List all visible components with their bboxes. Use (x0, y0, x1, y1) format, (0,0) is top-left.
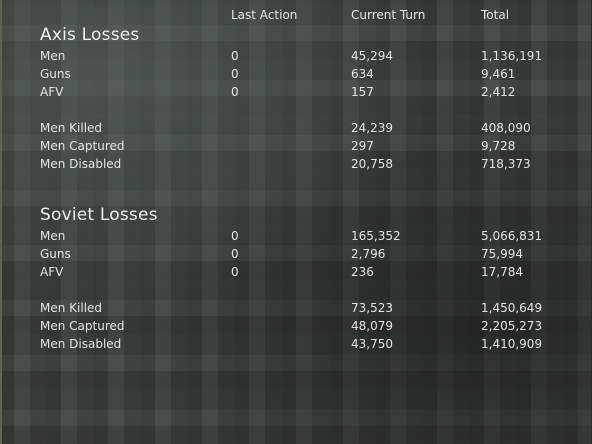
total-value: 75,994 (481, 247, 523, 261)
column-header-total: Total (481, 8, 510, 22)
soviet-row-men-disabled: Men Disabled 43,750 1,410,909 (0, 335, 592, 353)
last-action-value: 0 (231, 67, 239, 81)
axis-row-afv: AFV 0 157 2,412 (0, 83, 592, 101)
row-label: AFV (40, 85, 64, 99)
total-value: 9,728 (481, 139, 516, 153)
total-value: 1,410,909 (481, 337, 543, 351)
soviet-row-men: Men 0 165,352 5,066,831 (0, 227, 592, 245)
total-value: 2,205,273 (481, 319, 543, 333)
current-turn-value: 157 (351, 85, 374, 99)
current-turn-value: 2,796 (351, 247, 386, 261)
current-turn-value: 297 (351, 139, 374, 153)
current-turn-value: 24,239 (351, 121, 393, 135)
total-value: 9,461 (481, 67, 516, 81)
total-value: 17,784 (481, 265, 523, 279)
column-header-last-action: Last Action (231, 8, 298, 22)
row-label: Men Disabled (40, 157, 122, 171)
row-label: Men Disabled (40, 337, 122, 351)
current-turn-value: 48,079 (351, 319, 393, 333)
soviet-row-guns: Guns 0 2,796 75,994 (0, 245, 592, 263)
total-value: 718,373 (481, 157, 531, 171)
total-value: 408,090 (481, 121, 531, 135)
soviet-row-men-captured: Men Captured 48,079 2,205,273 (0, 317, 592, 335)
axis-row-men: Men 0 45,294 1,136,191 (0, 47, 592, 65)
row-label: Men Captured (40, 139, 125, 153)
axis-row-men-disabled: Men Disabled 20,758 718,373 (0, 155, 592, 173)
soviet-row-afv: AFV 0 236 17,784 (0, 263, 592, 281)
row-label: Guns (40, 67, 71, 81)
current-turn-value: 165,352 (351, 229, 401, 243)
row-label: Men Killed (40, 121, 103, 135)
row-label: Men (40, 49, 66, 63)
axis-row-guns: Guns 0 634 9,461 (0, 65, 592, 83)
current-turn-value: 45,294 (351, 49, 393, 63)
row-label: Men Captured (40, 319, 125, 333)
soviet-losses-title: Soviet Losses (40, 205, 158, 225)
column-header-current-turn: Current Turn (351, 8, 426, 22)
current-turn-value: 236 (351, 265, 374, 279)
current-turn-value: 20,758 (351, 157, 393, 171)
soviet-row-men-killed: Men Killed 73,523 1,450,649 (0, 299, 592, 317)
last-action-value: 0 (231, 49, 239, 63)
row-label: Men Killed (40, 301, 103, 315)
total-value: 1,136,191 (481, 49, 543, 63)
current-turn-value: 634 (351, 67, 374, 81)
total-value: 5,066,831 (481, 229, 543, 243)
last-action-value: 0 (231, 265, 239, 279)
row-label: AFV (40, 265, 64, 279)
last-action-value: 0 (231, 247, 239, 261)
last-action-value: 0 (231, 85, 239, 99)
current-turn-value: 43,750 (351, 337, 393, 351)
current-turn-value: 73,523 (351, 301, 393, 315)
total-value: 2,412 (481, 85, 516, 99)
axis-row-men-captured: Men Captured 297 9,728 (0, 137, 592, 155)
row-label: Guns (40, 247, 71, 261)
axis-losses-title: Axis Losses (40, 25, 140, 45)
total-value: 1,450,649 (481, 301, 543, 315)
last-action-value: 0 (231, 229, 239, 243)
row-label: Men (40, 229, 66, 243)
axis-row-men-killed: Men Killed 24,239 408,090 (0, 119, 592, 137)
